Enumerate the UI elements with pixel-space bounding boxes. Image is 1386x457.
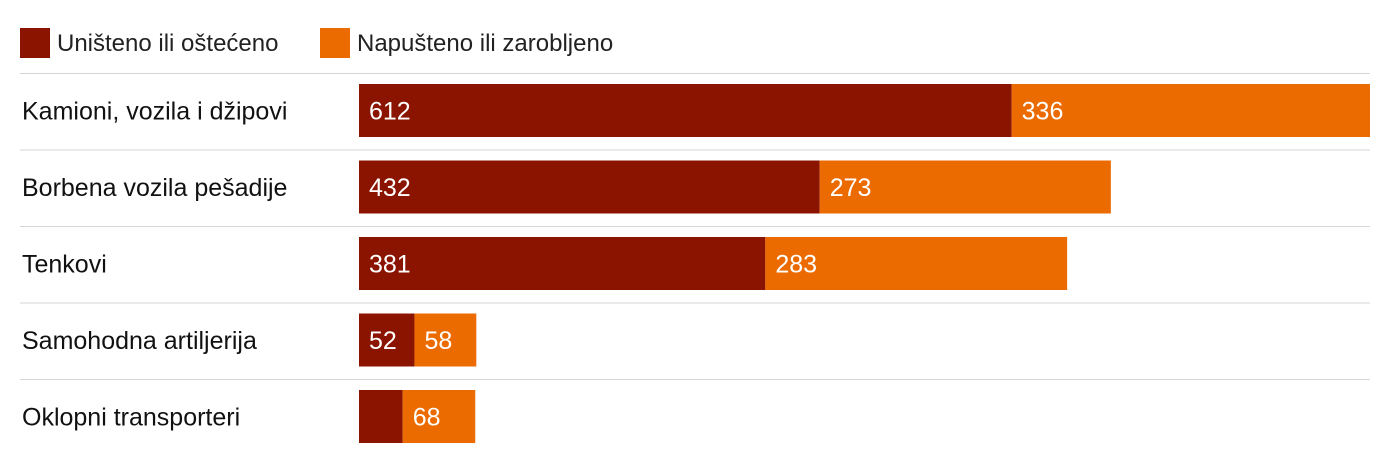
category-label: Tenkovi bbox=[22, 251, 107, 279]
bar-destroyed bbox=[359, 313, 415, 367]
bar-value-label: 68 bbox=[413, 404, 441, 432]
bar-value-label: 432 bbox=[369, 174, 411, 202]
bar-abandoned bbox=[1011, 84, 1370, 137]
legend-swatch-abandoned bbox=[320, 28, 350, 58]
chart-rows: Kamioni, vozila i džipovi 612 336 Borbena v… bbox=[20, 73, 1370, 443]
category-label: Samohodna artiljerija bbox=[22, 327, 257, 355]
bar-abandoned bbox=[414, 313, 477, 367]
bar-destroyed bbox=[359, 160, 820, 214]
bar-abandoned bbox=[402, 390, 476, 443]
legend-label-abandoned: Napušteno ili zarobljeno bbox=[357, 30, 613, 57]
legend: Uništeno ili oštećeno Napušteno ili zaro… bbox=[20, 28, 613, 58]
bar-destroyed bbox=[359, 84, 1012, 137]
bar-abandoned bbox=[819, 160, 1111, 214]
bar-value-label: 58 bbox=[424, 327, 452, 355]
bar-value-label: 612 bbox=[369, 98, 411, 126]
legend-swatch-destroyed bbox=[20, 28, 50, 58]
bar-abandoned bbox=[765, 237, 1068, 290]
bar-value-label: 381 bbox=[369, 251, 411, 279]
bar-value-label: 283 bbox=[775, 251, 817, 279]
category-label: Kamioni, vozila i džipovi bbox=[22, 98, 287, 126]
bar-destroyed bbox=[359, 390, 403, 443]
category-label: Borbena vozila pešadije bbox=[22, 174, 287, 202]
bar-value-label: 336 bbox=[1022, 98, 1064, 126]
bar-value-label: 52 bbox=[369, 327, 397, 355]
bar-value-label: 273 bbox=[830, 174, 872, 202]
category-label: Oklopni transporteri bbox=[22, 404, 240, 432]
bar-destroyed bbox=[359, 237, 766, 290]
legend-label-destroyed: Uništeno ili oštećeno bbox=[57, 30, 278, 57]
